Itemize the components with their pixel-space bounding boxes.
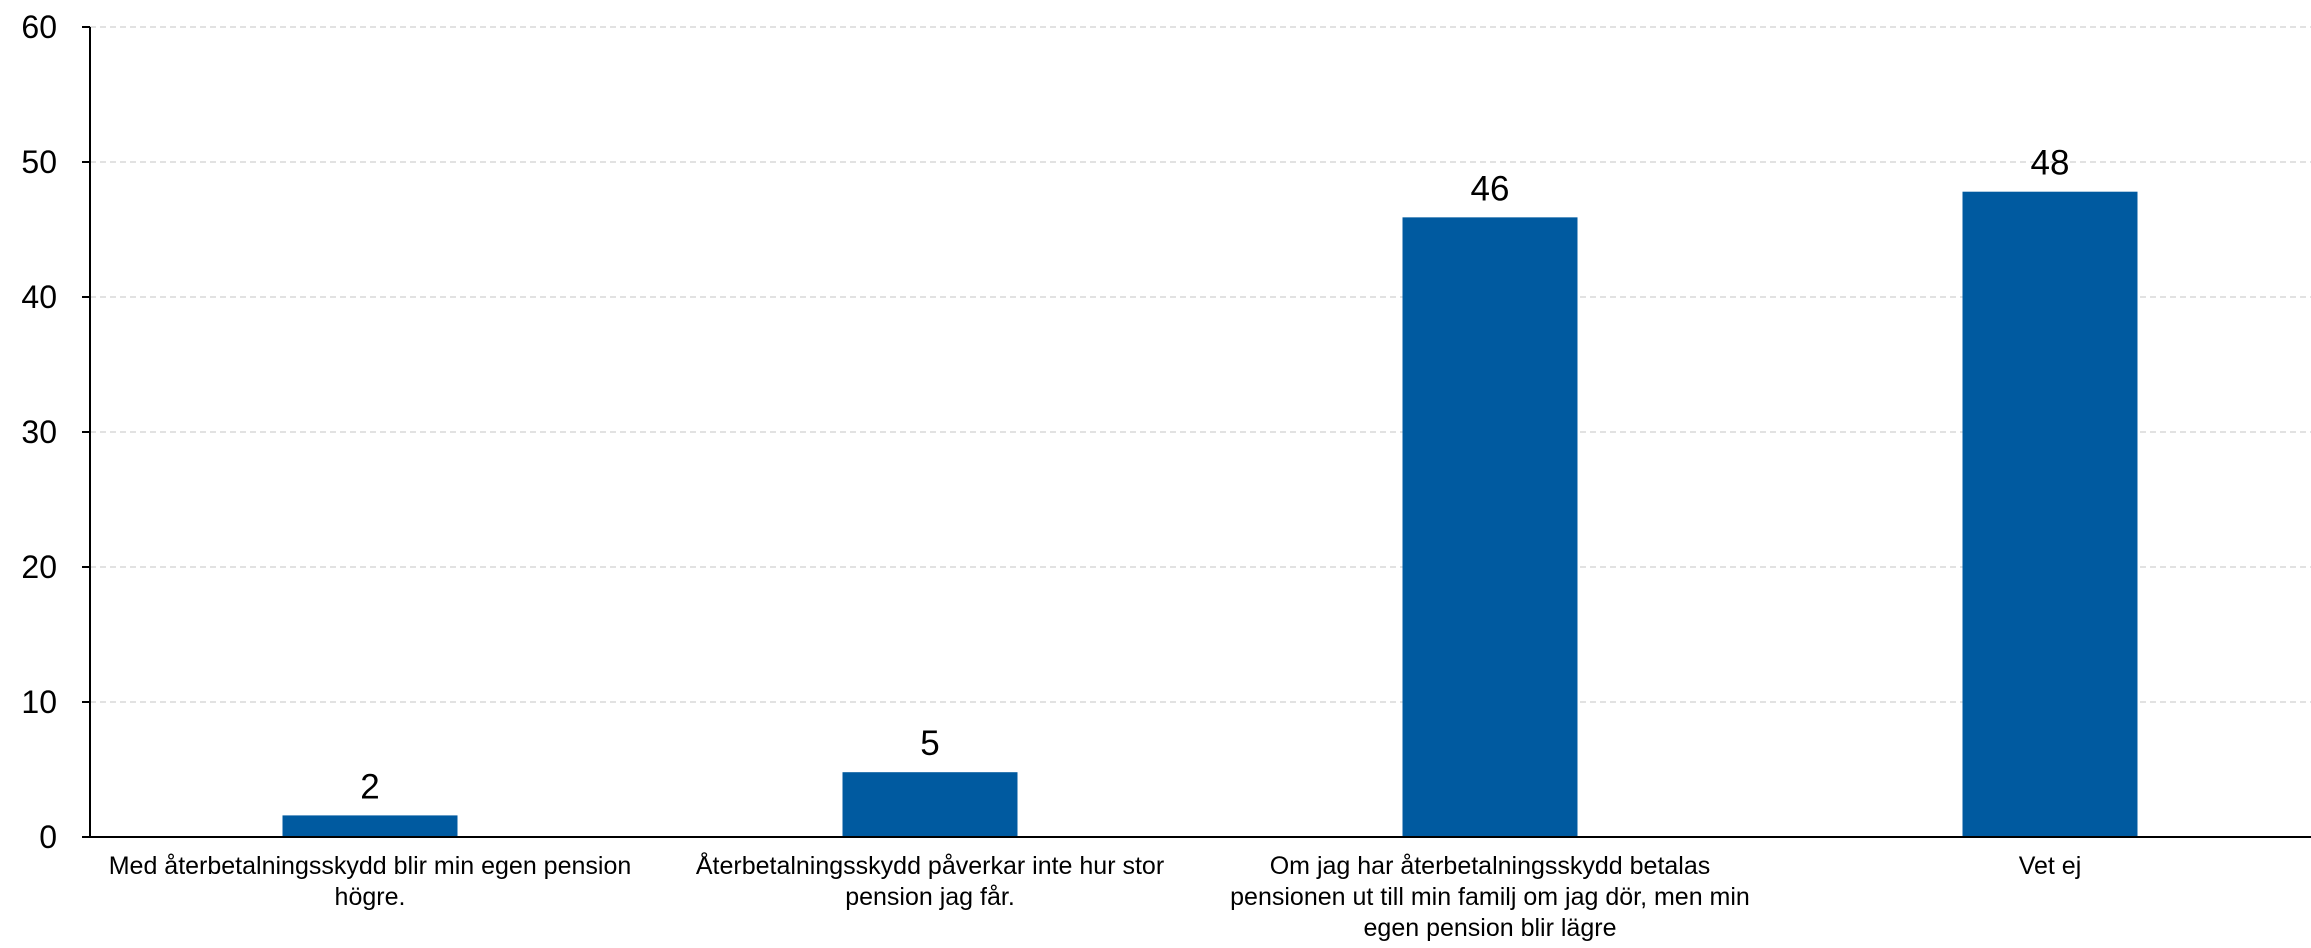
bar [842, 772, 1018, 837]
data-labels: 2 5 46 48 [360, 144, 2069, 807]
y-tick-label: 20 [21, 549, 57, 585]
bar [1402, 217, 1578, 838]
y-tick-label: 40 [21, 279, 57, 315]
data-label: 48 [2031, 144, 2070, 183]
category-label: Med återbetalningsskydd blir min egen pe… [108, 852, 632, 911]
y-tick-label: 10 [21, 684, 57, 720]
data-label: 2 [360, 767, 379, 806]
category-label: Vet ej [2018, 852, 2082, 880]
category-label: Om jag har återbetalningsskydd betalas p… [1230, 852, 1750, 942]
y-tick-label: 0 [39, 819, 57, 855]
y-tick-label: 50 [21, 144, 57, 180]
bar [1962, 191, 2138, 837]
data-label: 5 [920, 724, 939, 763]
category-label: Återbetalningsskydd påverkar inte hur st… [695, 852, 1165, 911]
y-tick-label: 60 [21, 9, 57, 45]
axes: 0 10 20 30 40 50 60 [21, 9, 2311, 855]
bars [282, 191, 2138, 838]
gridlines [90, 26, 2311, 703]
y-tick-label: 30 [21, 414, 57, 450]
bar [282, 815, 458, 837]
data-label: 46 [1471, 169, 1510, 208]
